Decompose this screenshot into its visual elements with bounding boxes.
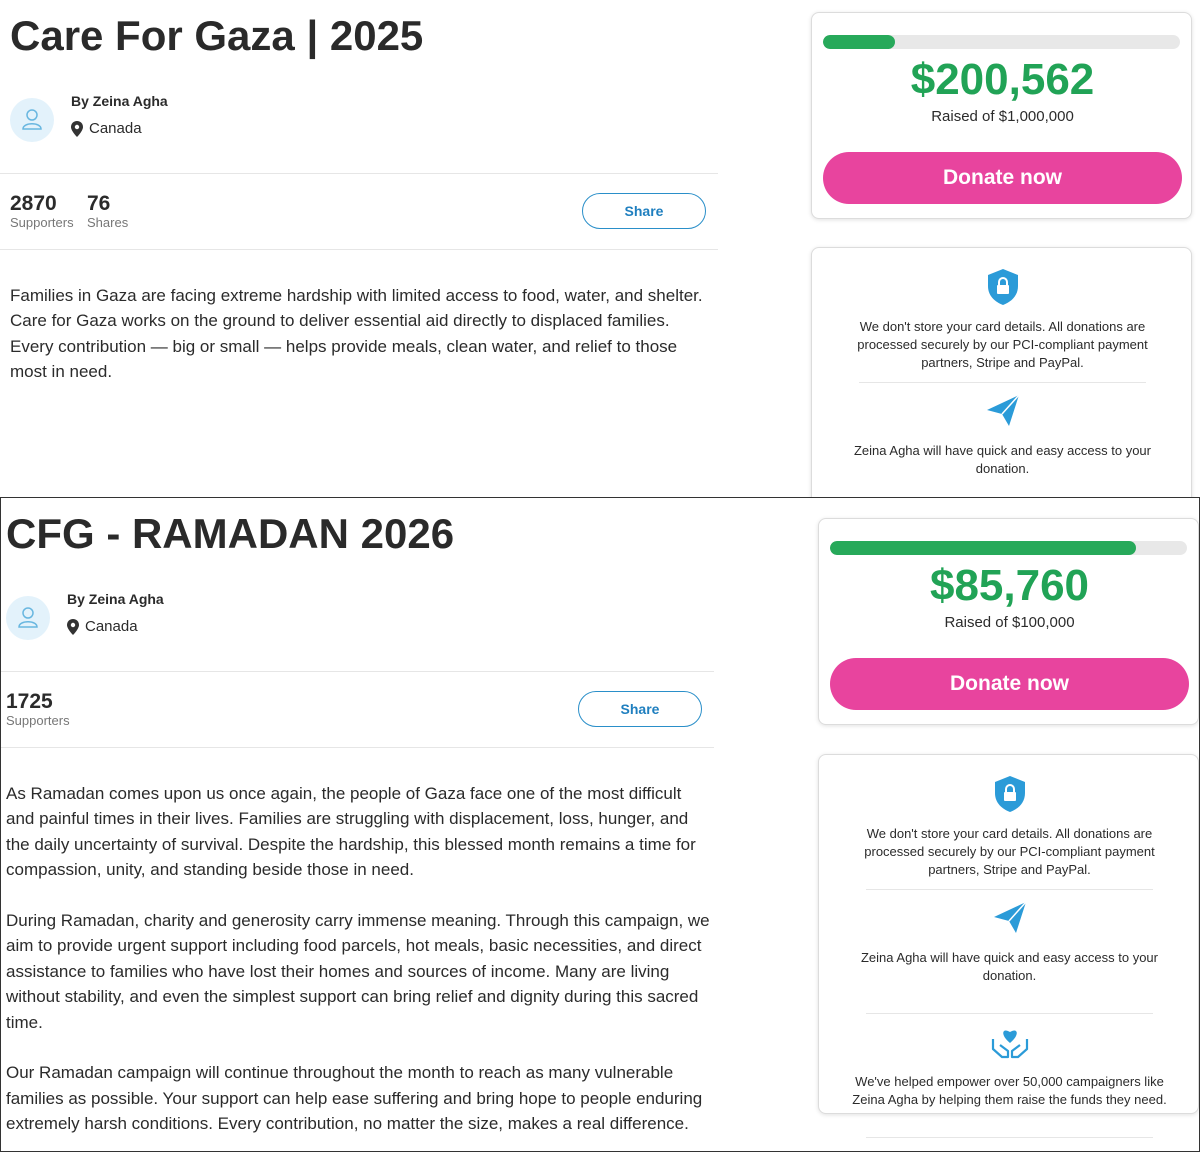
assurance-icon (990, 773, 1030, 818)
assurance-card: We don't store your card details. All do… (818, 754, 1199, 1138)
location: Canada (85, 618, 138, 635)
story-paragraph: Families in Gaza are facing extreme hard… (10, 286, 703, 382)
assurance-text: Zeina Agha will have quick and easy acce… (860, 950, 1158, 983)
separator (1, 747, 714, 748)
amount-raised: $200,562 (910, 55, 1095, 104)
assurance-text: We don't store your card details. All do… (864, 826, 1155, 877)
campaign-title: Care For Gaza | 2025 (10, 12, 424, 59)
stat-label: Supporters (6, 713, 70, 728)
assurance-icon (990, 897, 1030, 942)
campaign-title: CFG - RAMADAN 2026 (6, 510, 455, 557)
stat-value: 2870 (10, 192, 57, 215)
story-paragraph: Our Ramadan campaign will continue throu… (6, 1063, 703, 1134)
progress-fill (823, 35, 895, 49)
stat-value: 1725 (6, 690, 53, 713)
donate-button[interactable]: Donate now (830, 658, 1189, 710)
location: Canada (89, 120, 142, 137)
share-button[interactable]: Share (582, 193, 706, 229)
location-icon (71, 121, 83, 142)
location-icon (67, 619, 79, 640)
assurance-text: We've helped empower over 50,000 campaig… (852, 1074, 1167, 1107)
avatar (6, 596, 50, 640)
separator (866, 1013, 1153, 1014)
assurance-icon (983, 390, 1023, 435)
raised-of: Raised of $100,000 (944, 614, 1075, 631)
campaign-page: CFG - RAMADAN 2026 By Zeina Agha Canada 172… (0, 497, 1200, 1152)
raised-of: Raised of $1,000,000 (931, 108, 1074, 125)
assurance-icon (990, 1021, 1030, 1066)
assurance-text: We don't store your card details. All do… (857, 319, 1148, 370)
progress-track (830, 541, 1187, 555)
separator (859, 382, 1146, 383)
stat-label: Shares (87, 215, 129, 230)
donation-card: $200,562 Raised of $1,000,000 Donate now (811, 12, 1192, 219)
progress-track (823, 35, 1180, 49)
campaign-page: Care For Gaza | 2025 By Zeina Agha Canada 2… (0, 0, 1200, 497)
separator (866, 889, 1153, 890)
separator (0, 173, 718, 174)
separator (0, 249, 718, 250)
story-paragraph: As Ramadan comes upon us once again, the… (6, 784, 696, 880)
separator (866, 1137, 1153, 1138)
donate-button[interactable]: Donate now (823, 152, 1182, 204)
organizer: By Zeina Agha (71, 93, 168, 109)
amount-raised: $85,760 (929, 561, 1090, 610)
share-button[interactable]: Share (578, 691, 702, 727)
assurance-icon (983, 266, 1023, 311)
stat-value: 76 (87, 192, 111, 215)
progress-fill (830, 541, 1137, 555)
avatar (10, 98, 54, 142)
story: Families in Gaza are facing extreme hard… (10, 283, 715, 410)
assurance-card: We don't store your card details. All do… (811, 247, 1192, 497)
story-paragraph: During Ramadan, charity and generosity c… (6, 911, 710, 1032)
assurance-text: Zeina Agha will have quick and easy acce… (853, 443, 1151, 476)
organizer: By Zeina Agha (67, 591, 164, 607)
separator (1, 671, 714, 672)
story: As Ramadan comes upon us once again, the… (6, 781, 711, 1151)
stat-label: Supporters (10, 215, 74, 230)
donation-card: $85,760 Raised of $100,000 Donate now (818, 518, 1199, 725)
